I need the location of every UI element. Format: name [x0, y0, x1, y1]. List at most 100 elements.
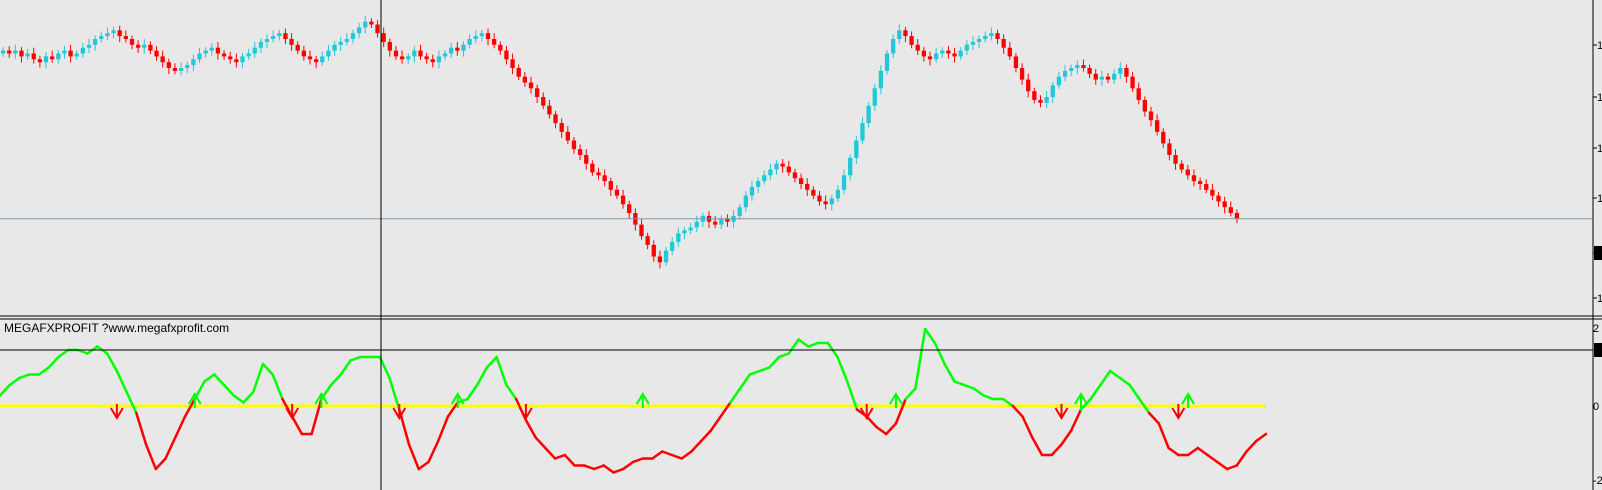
- candle-body[interactable]: [1167, 143, 1172, 155]
- candle-body[interactable]: [166, 62, 171, 68]
- candle-body[interactable]: [289, 39, 294, 45]
- candle-body[interactable]: [1032, 91, 1037, 100]
- candle-body[interactable]: [1038, 99, 1043, 103]
- candle-body[interactable]: [1081, 65, 1086, 68]
- candle-body[interactable]: [976, 39, 982, 42]
- candle-body[interactable]: [915, 44, 920, 51]
- candle-body[interactable]: [921, 50, 927, 57]
- candle-body[interactable]: [835, 189, 841, 199]
- candle-body[interactable]: [897, 30, 902, 39]
- candle-body[interactable]: [983, 36, 988, 39]
- candle-body[interactable]: [719, 218, 724, 225]
- candle-body[interactable]: [412, 50, 417, 57]
- candle-body[interactable]: [774, 163, 779, 170]
- buy-arrow-icon[interactable]: [889, 392, 903, 408]
- candle-body[interactable]: [596, 172, 601, 176]
- candle-body[interactable]: [62, 50, 67, 54]
- candle-body[interactable]: [1007, 47, 1012, 57]
- candle-body[interactable]: [246, 53, 251, 57]
- candle-body[interactable]: [442, 53, 448, 57]
- candle-body[interactable]: [43, 56, 49, 63]
- candle-body[interactable]: [86, 44, 92, 48]
- candle-body[interactable]: [1124, 68, 1129, 77]
- sell-arrow-icon[interactable]: [519, 404, 533, 420]
- candle-body[interactable]: [203, 50, 208, 54]
- sell-arrow-icon[interactable]: [110, 404, 124, 420]
- candle-body[interactable]: [430, 59, 435, 63]
- sell-arrow-icon[interactable]: [1054, 404, 1069, 420]
- candle-body[interactable]: [682, 230, 687, 234]
- candle-body[interactable]: [393, 50, 399, 57]
- candle-body[interactable]: [528, 82, 534, 89]
- candle-body[interactable]: [123, 36, 128, 39]
- candle-body[interactable]: [522, 76, 527, 83]
- buy-arrow-icon[interactable]: [450, 392, 465, 408]
- candle-body[interactable]: [553, 114, 558, 124]
- candle-body[interactable]: [970, 41, 976, 45]
- candle-body[interactable]: [762, 175, 767, 182]
- candle-body[interactable]: [933, 53, 939, 60]
- candle-body[interactable]: [283, 33, 288, 39]
- candle-body[interactable]: [989, 33, 994, 37]
- candle-body[interactable]: [25, 53, 30, 57]
- candle-body[interactable]: [375, 24, 380, 34]
- candle-body[interactable]: [811, 189, 816, 196]
- candle-body[interactable]: [504, 50, 509, 60]
- candle-body[interactable]: [197, 53, 202, 60]
- candle-body[interactable]: [780, 163, 785, 167]
- candle-body[interactable]: [841, 175, 847, 190]
- candle-body[interactable]: [688, 227, 693, 231]
- candle-body[interactable]: [406, 56, 411, 60]
- candle-body[interactable]: [743, 195, 748, 208]
- candle-body[interactable]: [1062, 70, 1068, 77]
- candle-body[interactable]: [663, 250, 669, 263]
- candle-body[interactable]: [1001, 39, 1006, 48]
- candle-body[interactable]: [755, 181, 761, 187]
- candle-body[interactable]: [1222, 201, 1227, 208]
- candle-body[interactable]: [1069, 68, 1074, 71]
- candle-body[interactable]: [927, 56, 933, 60]
- candle-body[interactable]: [584, 155, 589, 164]
- candle-body[interactable]: [178, 68, 184, 71]
- candle-body[interactable]: [129, 39, 135, 45]
- candle-body[interactable]: [1118, 68, 1123, 74]
- candle-body[interactable]: [1019, 68, 1025, 80]
- candle-body[interactable]: [1026, 79, 1031, 92]
- candle-body[interactable]: [725, 218, 730, 222]
- candle-body[interactable]: [148, 44, 153, 51]
- candle-body[interactable]: [271, 36, 276, 39]
- candle-body[interactable]: [1142, 99, 1147, 112]
- candle-body[interactable]: [99, 36, 104, 39]
- candle-body[interactable]: [848, 157, 853, 176]
- candle-body[interactable]: [1099, 76, 1105, 80]
- candle-body[interactable]: [338, 41, 343, 45]
- candle-body[interactable]: [344, 39, 349, 42]
- candle-body[interactable]: [479, 33, 485, 37]
- candle-body[interactable]: [1191, 175, 1197, 182]
- candle-body[interactable]: [326, 50, 331, 57]
- candle-body[interactable]: [1075, 65, 1080, 68]
- candle-body[interactable]: [228, 56, 233, 60]
- candle-body[interactable]: [31, 53, 36, 60]
- candle-body[interactable]: [946, 50, 951, 54]
- candle-body[interactable]: [1044, 97, 1049, 103]
- candle-body[interactable]: [68, 50, 73, 57]
- candle-body[interactable]: [657, 256, 663, 263]
- candle-body[interactable]: [614, 189, 620, 196]
- candle-body[interactable]: [940, 50, 945, 54]
- candle-body[interactable]: [547, 105, 552, 115]
- candle-body[interactable]: [1210, 189, 1215, 196]
- candle-body[interactable]: [516, 68, 521, 77]
- candle-body[interactable]: [264, 39, 270, 42]
- candle-body[interactable]: [1161, 131, 1166, 144]
- candle-body[interactable]: [620, 195, 626, 205]
- candle-body[interactable]: [215, 47, 221, 54]
- candle-body[interactable]: [602, 175, 607, 182]
- candle-body[interactable]: [1234, 213, 1240, 219]
- candle-body[interactable]: [240, 56, 245, 63]
- candle-body[interactable]: [313, 59, 319, 63]
- candle-body[interactable]: [823, 201, 828, 205]
- candle-body[interactable]: [590, 163, 595, 173]
- candle-body[interactable]: [1185, 169, 1190, 176]
- candle-body[interactable]: [817, 195, 822, 202]
